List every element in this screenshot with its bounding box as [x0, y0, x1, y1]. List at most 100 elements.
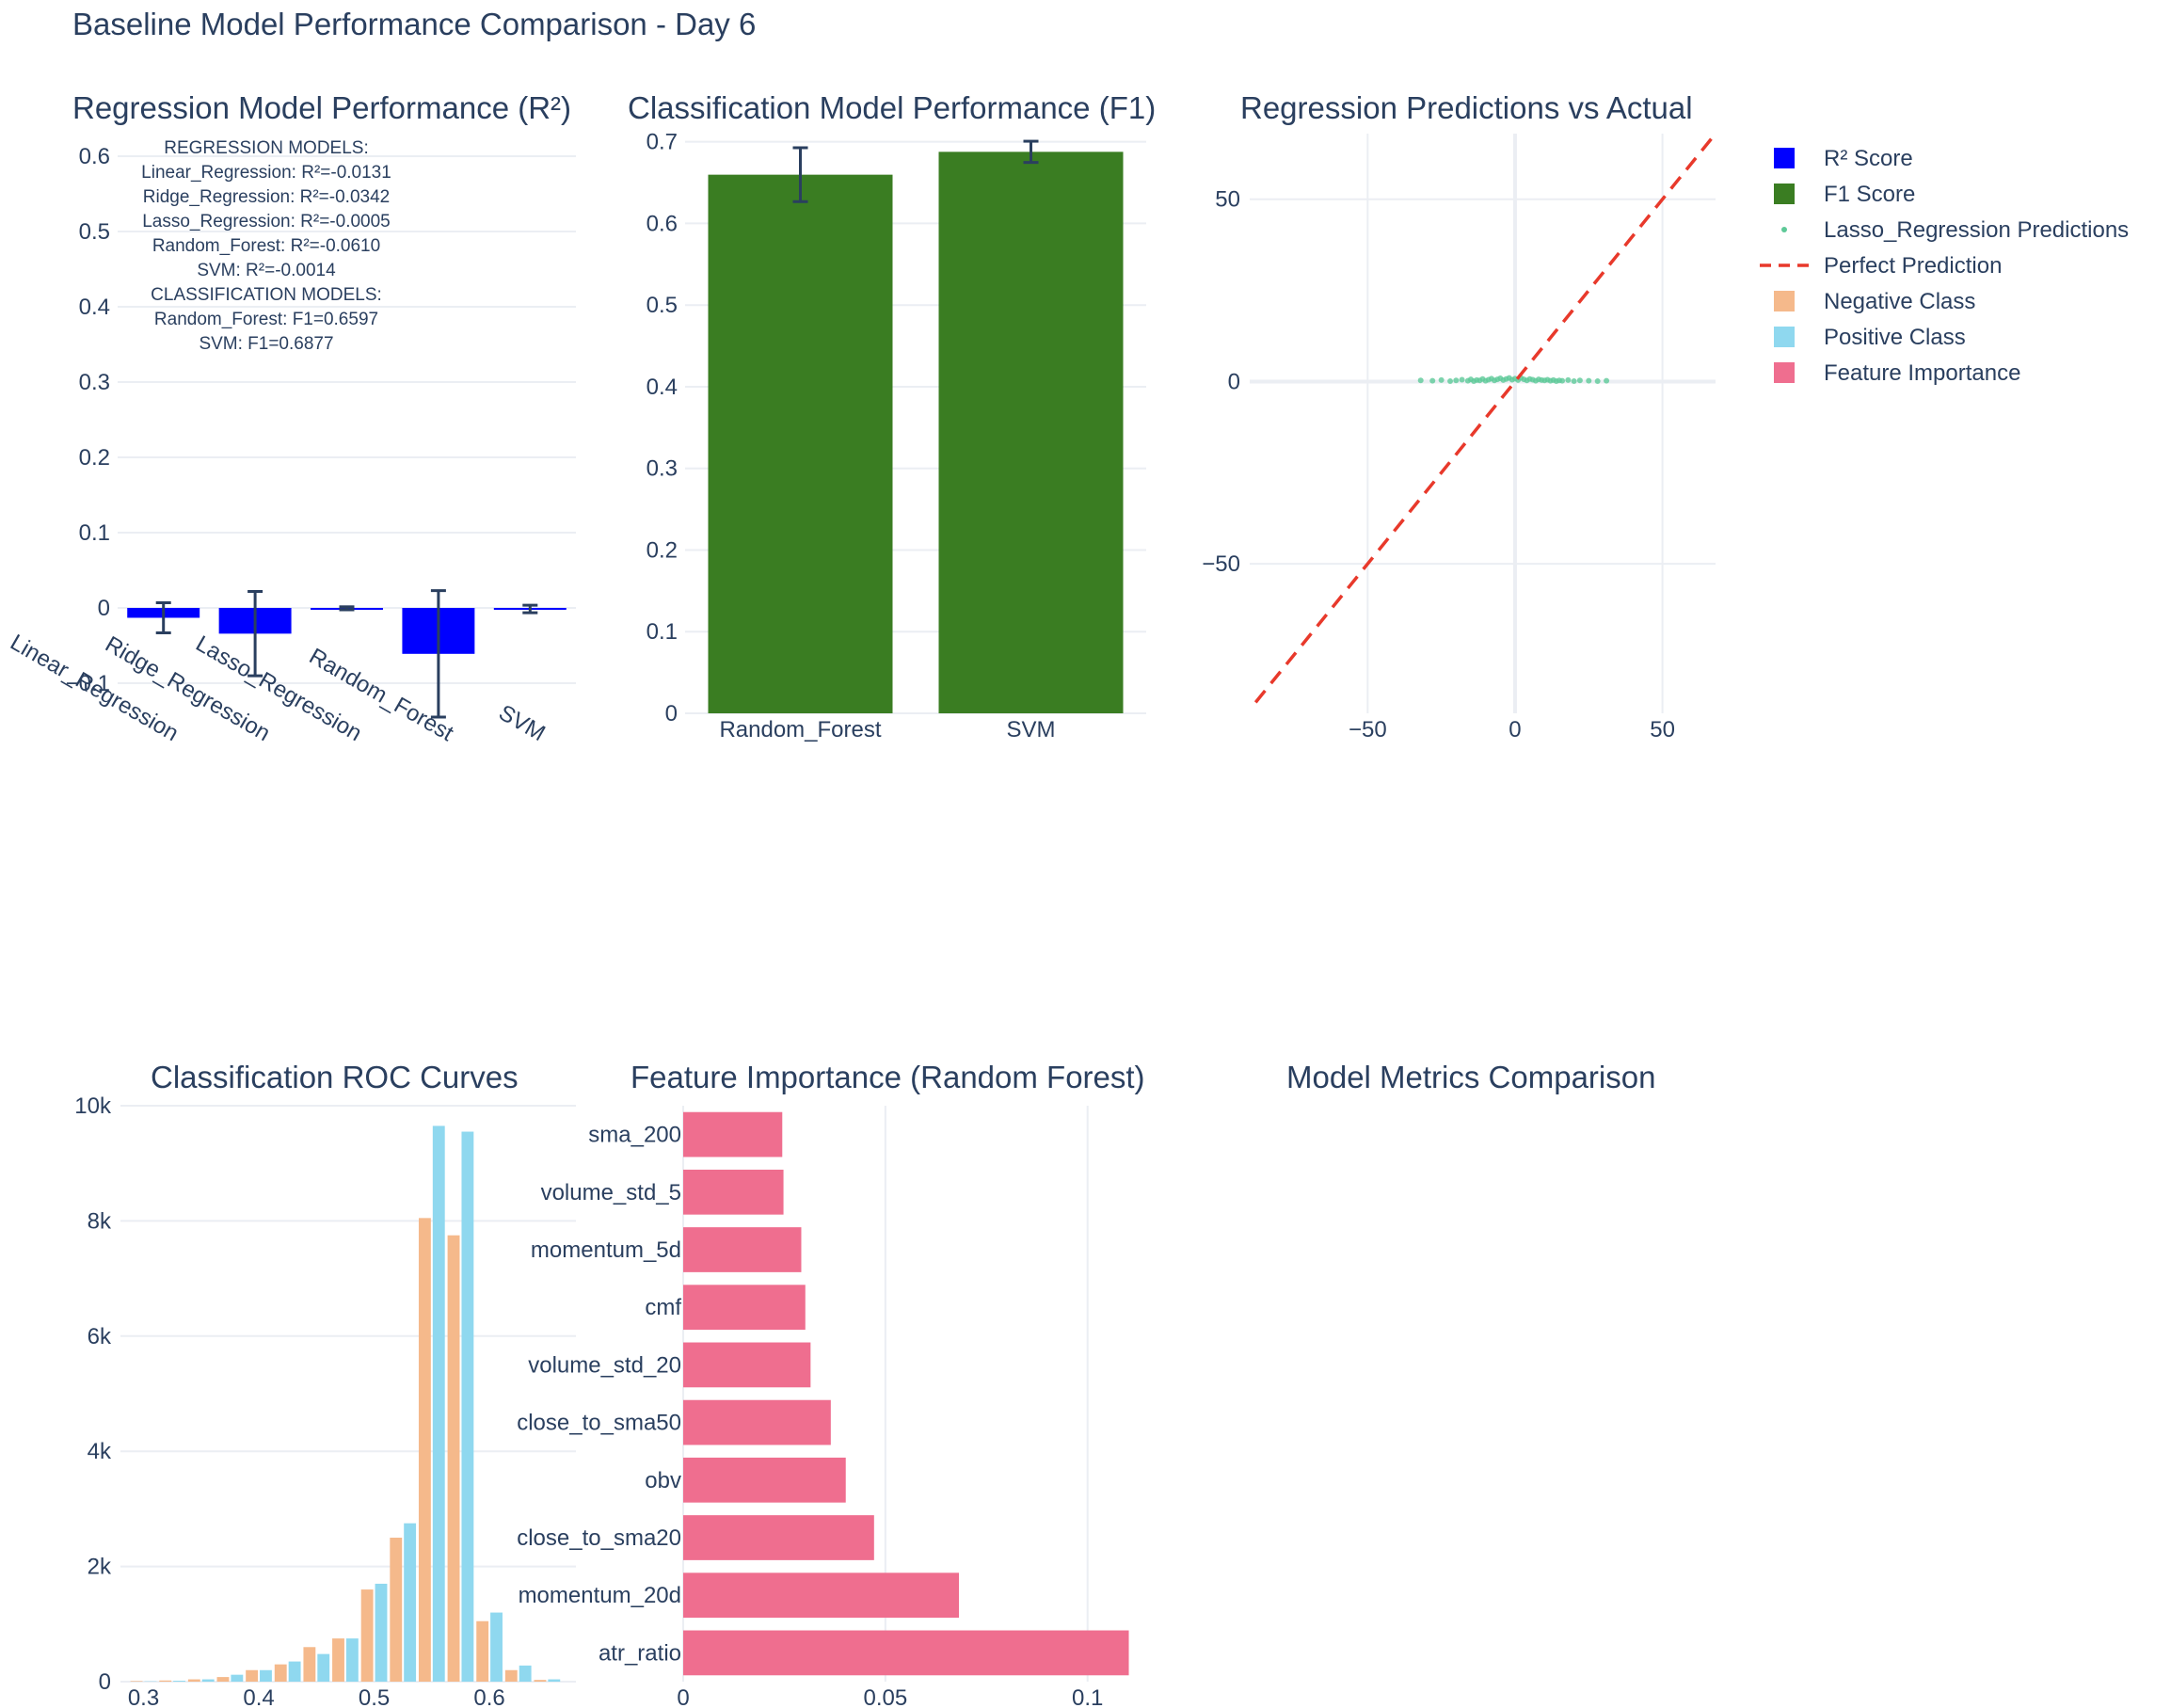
negative-class-bar [418, 1218, 431, 1682]
x-tick-label: 0 [1509, 717, 1521, 742]
negative-class-bar [332, 1638, 344, 1682]
scatter-point [1565, 376, 1572, 383]
y-tick-label: 0 [98, 596, 110, 621]
legend-item-label[interactable]: Feature Importance [1824, 360, 2020, 386]
scatter-point [1429, 377, 1436, 384]
legend-swatch [1774, 362, 1795, 383]
feature-chart-title: Feature Importance (Random Forest) [631, 1060, 1145, 1094]
y-tick-label: 50 [1215, 187, 1240, 213]
legend-item-label[interactable]: Lasso_Regression Predictions [1824, 217, 2129, 243]
negative-class-bar [187, 1679, 200, 1682]
positive-class-bar [345, 1638, 359, 1682]
x-tick-label: −50 [1349, 717, 1387, 742]
y-tick-label: 0.4 [79, 295, 110, 320]
y-tick-label: close_to_sma20 [517, 1525, 681, 1551]
negative-class-bar [246, 1669, 259, 1682]
feature-bar [683, 1169, 784, 1215]
legend[interactable]: R² Score F1 Score Lasso_Regression Predict… [1760, 146, 2129, 386]
x-tick-label: 0.3 [128, 1685, 159, 1708]
legend-item-label[interactable]: F1 Score [1824, 182, 1915, 207]
annotation-line: Linear_Regression: R²=-0.0131 [141, 163, 391, 183]
y-tick-label: −50 [1202, 551, 1240, 577]
negative-class-bar [303, 1647, 316, 1682]
x-tick-label: 0.05 [863, 1685, 907, 1708]
positive-class-bar [432, 1125, 445, 1682]
x-tick-label: SVM [494, 700, 550, 746]
x-tick-label: 0.5 [359, 1685, 390, 1708]
positive-class-bar [548, 1679, 561, 1682]
negative-class-bar [274, 1664, 287, 1682]
negative-class-bar [534, 1680, 547, 1682]
roc-chart-title: Classification ROC Curves [151, 1060, 519, 1094]
positive-class-bar [260, 1669, 272, 1682]
metrics-chart-title: Model Metrics Comparison [1286, 1060, 1655, 1094]
negative-class-bar [216, 1677, 230, 1682]
scatter-point [1447, 378, 1454, 385]
annotation-line: Lasso_Regression: R²=-0.0005 [142, 212, 391, 231]
legend-swatch [1774, 148, 1795, 168]
feature-bar [683, 1342, 811, 1388]
legend-swatch [1774, 327, 1795, 347]
regression-chart-title: Regression Model Performance (R²) [72, 90, 571, 125]
classification-chart-title: Classification Model Performance (F1) [628, 90, 1156, 125]
positive-class-bar [231, 1674, 244, 1682]
y-tick-label: 0 [665, 701, 678, 726]
feature-importance-plot: 0 0.05 0.1 sma_200 volume_std_5 momentum_5dcm… [517, 1106, 1129, 1708]
y-tick-label: volume_std_20 [528, 1352, 681, 1378]
regression-plot: −0.1 0 0.1 0.2 0.3 0.4 0.5 0.6 Linear_Regression… [6, 144, 576, 746]
annotation-line: SVM: F1=0.6877 [199, 334, 333, 354]
y-tick-label: 0.4 [647, 375, 678, 400]
predictions-scatter-plot: −50 0 50 −50 0 50 [1202, 132, 1717, 742]
y-tick-label: 0.3 [647, 456, 678, 482]
feature-bar [683, 1227, 802, 1272]
legend-item-label[interactable]: R² Score [1824, 146, 1913, 171]
y-tick-label: 0 [99, 1669, 111, 1695]
annotation-line: Random_Forest: R²=-0.0610 [152, 236, 380, 256]
legend-swatch [1781, 227, 1787, 232]
scatter-chart-title: Regression Predictions vs Actual [1240, 90, 1693, 125]
negative-class-bar [159, 1680, 172, 1682]
positive-class-bar [288, 1661, 301, 1682]
y-tick-label: 2k [88, 1555, 112, 1580]
negative-class-bar [360, 1589, 374, 1682]
feature-bar [683, 1630, 1129, 1676]
annotation-line: Ridge_Regression: R²=-0.0342 [143, 187, 390, 207]
metrics-annotation: REGRESSION MODELS: Linear_Regression: R²=… [141, 138, 391, 354]
x-tick-label: Linear_Regression [6, 630, 183, 746]
y-tick-label: 0.1 [647, 619, 678, 645]
legend-item-label[interactable]: Perfect Prediction [1824, 253, 2002, 279]
y-tick-label: cmf [645, 1295, 681, 1320]
negative-class-bar [504, 1669, 518, 1682]
legend-item-label[interactable]: Negative Class [1824, 289, 1975, 314]
scatter-point [1438, 376, 1445, 383]
y-tick-label: 0 [1228, 369, 1240, 394]
x-tick-label: Random_Forest [719, 717, 881, 742]
feature-bar [683, 1111, 783, 1157]
scatter-point [1586, 377, 1592, 384]
y-tick-label: 0.6 [79, 144, 110, 169]
scatter-point [1604, 377, 1610, 384]
y-tick-label: 4k [88, 1439, 112, 1464]
legend-item-label[interactable]: Positive Class [1824, 325, 1966, 350]
positive-class-bar [375, 1583, 388, 1682]
positive-class-bar [404, 1523, 417, 1682]
x-tick-label: SVM [1006, 717, 1055, 742]
y-tick-label: 0.3 [79, 370, 110, 395]
feature-bar [683, 1399, 831, 1445]
positive-class-bar [490, 1612, 503, 1682]
perfect-prediction-line [1253, 132, 1717, 704]
positive-class-bar [201, 1679, 215, 1682]
negative-class-bar [130, 1681, 143, 1682]
x-tick-label: Ridge_Regression [101, 631, 274, 746]
x-tick-label: Lasso_Regression [191, 631, 366, 746]
scatter-point [1594, 378, 1601, 385]
y-tick-label: 6k [88, 1324, 112, 1349]
y-tick-label: 0.5 [647, 293, 678, 318]
y-tick-label: 0.1 [79, 520, 110, 546]
negative-class-bar [476, 1620, 489, 1682]
scatter-point [1453, 377, 1460, 384]
feature-bar [683, 1457, 846, 1503]
legend-swatch [1774, 184, 1795, 204]
feature-bar [683, 1572, 960, 1619]
